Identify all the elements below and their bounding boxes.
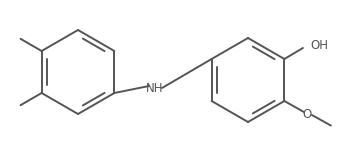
Text: O: O: [302, 107, 312, 121]
Text: OH: OH: [310, 40, 328, 52]
Text: NH: NH: [146, 81, 164, 95]
